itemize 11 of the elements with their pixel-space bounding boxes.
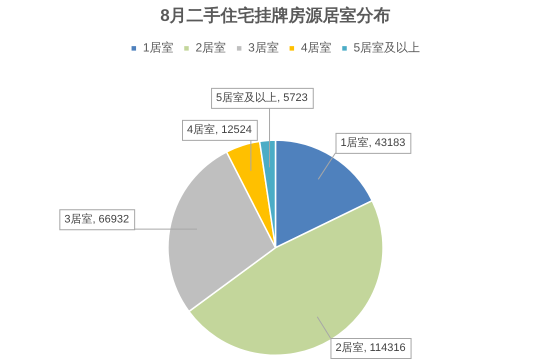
legend-label: 1居室	[142, 40, 174, 55]
data-label: 2居室, 114316	[335, 341, 406, 354]
legend-label: 4居室	[300, 40, 332, 55]
data-label: 5居室及以上, 5723	[216, 90, 308, 104]
data-label: 1居室, 43183	[340, 136, 406, 149]
legend-label: 5居室及以上	[354, 40, 420, 55]
chart-title: 8月二手住宅挂牌房源居室分布	[160, 6, 391, 25]
legend-label: 2居室	[195, 40, 226, 55]
data-label: 3居室, 66932	[64, 212, 130, 226]
data-label: 4居室, 12524	[187, 122, 252, 136]
legend-label: 3居室	[248, 40, 279, 55]
